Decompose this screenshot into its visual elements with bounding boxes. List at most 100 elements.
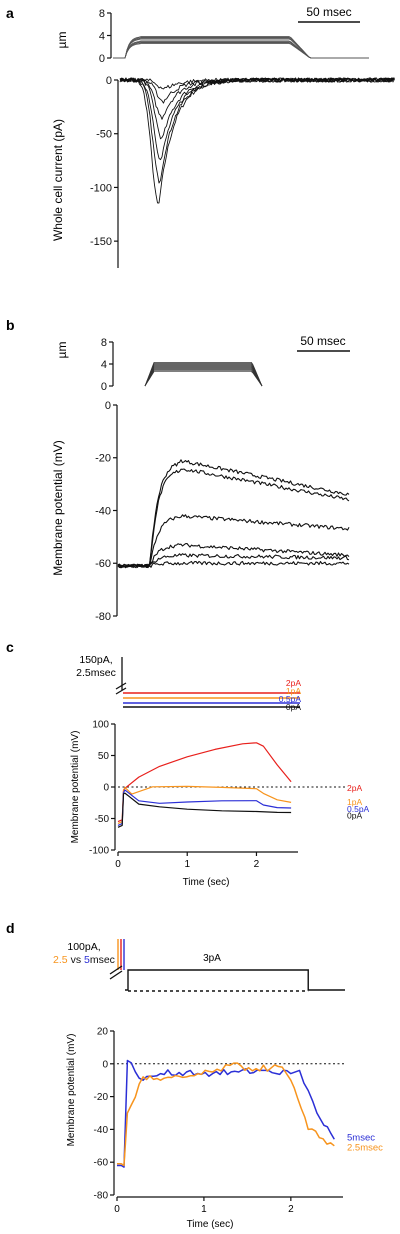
panel-b-traces xyxy=(117,459,350,569)
panel-d-stim-a: 2.5 xyxy=(53,954,68,966)
panel-c-xlabel: Time (sec) xyxy=(183,877,230,888)
panel-a-stim-trace xyxy=(113,43,369,59)
panel-a-trace xyxy=(119,77,395,204)
panel-b-trace xyxy=(117,514,350,568)
panel-a-stim-unit: µm xyxy=(55,32,69,49)
panel-d-axis-break xyxy=(109,965,123,975)
panel-a-stimulus-axis: 8 4 0 xyxy=(99,8,112,65)
panel-c-axis-break xyxy=(115,687,127,695)
panel-b-trace xyxy=(117,542,350,569)
panel-b-stim-trace xyxy=(144,362,263,387)
panel-b-trace xyxy=(117,459,350,569)
panel-c-y-tick-label: -100 xyxy=(89,846,109,857)
panel-d-axis-break xyxy=(109,970,123,980)
panel-d-axes: 20 0 -20 -40 -60 -80 0 1 2 xyxy=(94,1027,345,1215)
panel-b-stim-trace xyxy=(144,368,263,387)
panel-d-stimulus xyxy=(109,939,345,992)
panel-b-trace xyxy=(117,468,350,568)
panel-d-stim-b: 5 xyxy=(84,954,90,966)
panel-c-series-label: 0.5pA xyxy=(347,804,370,814)
panel-b-stim-trace xyxy=(144,367,263,387)
panel-d-y-tick-label: -60 xyxy=(94,1158,109,1169)
panel-b-stim-y-tick-label: 8 xyxy=(101,337,107,349)
panel-c-y-tick-label: 0 xyxy=(103,783,109,794)
panel-b-y-tick-label: -80 xyxy=(95,611,111,623)
panel-a-trace xyxy=(119,77,395,161)
panel-a-trace xyxy=(119,77,395,184)
panel-b-stim-trace xyxy=(144,371,263,387)
panel-c-stim-label-line1: 150pA, xyxy=(79,654,112,666)
panel-c-x-tick-label: 2 xyxy=(254,859,260,870)
panel-b-ylabel: Membrane potential (mV) xyxy=(51,440,65,575)
panel-a-y-tick-label: 0 xyxy=(106,75,112,87)
panel-a-stim-trace xyxy=(113,41,369,59)
panel-a-scalebar-label: 50 msec xyxy=(306,5,351,19)
panel-a-trace xyxy=(119,77,395,120)
panel-d-y-tick-label: 20 xyxy=(97,1027,109,1038)
panel-b-stim-trace xyxy=(144,363,263,387)
panel-b-trace xyxy=(117,553,350,569)
panel-c-axes: 100 50 0 -50 -100 0 1 2 xyxy=(89,720,345,870)
panel-d-series-label: 2.5msec xyxy=(347,1142,383,1153)
panel-c-step-label: 0pA xyxy=(286,702,301,712)
panel-b-scalebar-label: 50 msec xyxy=(300,334,345,348)
panel-d-ylabel: Membrane potential (mV) xyxy=(66,1034,77,1147)
panel-d-stim-label-line1: 100pA, xyxy=(67,941,100,953)
panel-a-stimulus-traces xyxy=(113,36,369,59)
panel-b-letter: b xyxy=(6,317,15,333)
panel-b-stim-trace xyxy=(144,370,263,387)
panel-a-ylabel: Whole cell current (pA) xyxy=(51,119,65,241)
panel-c-step-label: 1pA xyxy=(286,686,301,696)
panel-d-series-label: 5msec xyxy=(347,1133,375,1144)
panel-c-series-0pA xyxy=(117,792,292,828)
panel-c-y-tick-label: 50 xyxy=(98,751,110,762)
panel-a-y-axis: 0 -50 -100 -150 xyxy=(90,75,119,268)
panel-d-stim-mid: vs xyxy=(68,954,84,966)
panel-d-x-tick-label: 0 xyxy=(114,1204,120,1215)
panel-b-stim-y-tick-label: 4 xyxy=(101,359,107,371)
panel-d-xlabel: Time (sec) xyxy=(187,1219,234,1230)
panel-d-series-5msec xyxy=(117,1059,335,1168)
panel-b-stim-trace xyxy=(144,364,263,387)
panel-a: a µm 8 4 0 50 msec Whole cell current (pA)… xyxy=(6,5,395,268)
panel-b-stimulus-traces xyxy=(144,362,263,387)
panel-d-x-tick-label: 1 xyxy=(201,1204,207,1215)
panel-a-y-tick-label: -150 xyxy=(90,236,112,248)
panel-c-x-tick-label: 0 xyxy=(115,859,121,870)
panel-d-series-2.5msec xyxy=(117,1062,335,1167)
panel-c-y-tick-label: 100 xyxy=(92,720,109,731)
panel-b-trace xyxy=(117,560,350,568)
panel-a-y-tick-label: -50 xyxy=(96,129,112,141)
panel-b: b µm 8 4 0 50 msec Membrane potential (mV)… xyxy=(6,317,350,623)
panel-b-y-tick-label: -20 xyxy=(95,453,111,465)
panel-c-stim-label-line2: 2.5msec xyxy=(76,667,116,679)
panel-a-letter: a xyxy=(6,5,14,21)
panel-d-y-tick-label: 0 xyxy=(102,1059,108,1070)
panel-a-stim-trace xyxy=(113,36,369,59)
panel-c-x-tick-label: 1 xyxy=(184,859,190,870)
panel-c-series-label: 1pA xyxy=(347,797,362,807)
panel-b-stim-trace xyxy=(144,365,263,387)
panel-b-stim-trace xyxy=(144,369,263,387)
panel-d-step-waveform xyxy=(125,969,345,991)
panel-a-traces xyxy=(119,77,395,204)
panel-b-stimulus-axis: 8 4 0 xyxy=(101,337,114,393)
panel-a-stim-y-tick-label: 8 xyxy=(99,8,105,20)
panel-b-y-axis: 0 -20 -40 -60 -80 xyxy=(95,400,118,623)
panel-c-series-0.5pA xyxy=(117,789,292,826)
panel-a-y-tick-label: -100 xyxy=(90,182,112,194)
panel-a-stim-y-tick-label: 0 xyxy=(99,53,105,65)
panel-d-stim-label-line2: 2.5 vs 5msec xyxy=(53,954,115,966)
panel-d-y-tick-label: -80 xyxy=(94,1191,109,1202)
panel-c-ylabel: Membrane potential (mV) xyxy=(70,731,81,844)
panel-d-stim-suffix: msec xyxy=(90,954,115,966)
panel-b-y-tick-label: 0 xyxy=(105,400,111,412)
panel-c-step-label: 2pA xyxy=(286,678,301,688)
panel-a-trace xyxy=(119,77,395,140)
panel-c-y-tick-label: -50 xyxy=(95,814,110,825)
